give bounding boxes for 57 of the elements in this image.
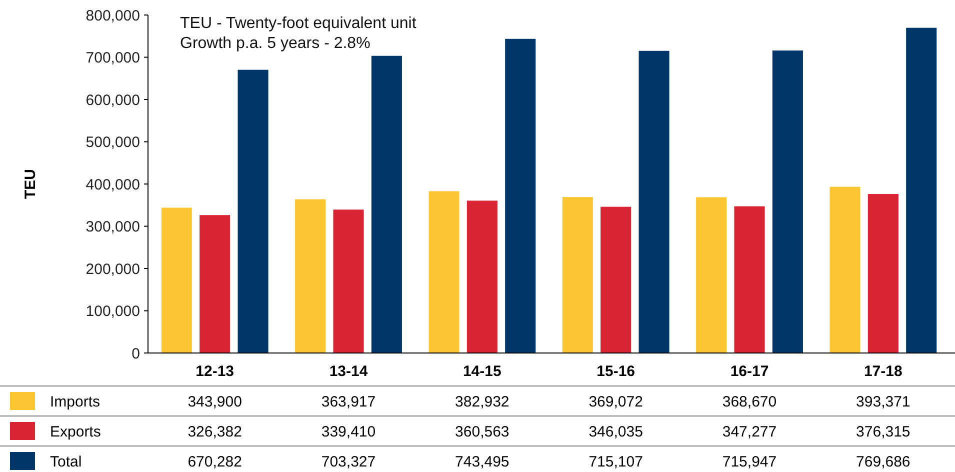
y-tick-label: 500,000 bbox=[86, 134, 140, 151]
data-label: 393,371 bbox=[856, 393, 910, 410]
bar bbox=[371, 56, 402, 353]
bar bbox=[562, 197, 593, 353]
y-tick-label: 700,000 bbox=[86, 50, 140, 66]
bar bbox=[696, 197, 727, 353]
bar bbox=[906, 28, 937, 353]
legend-label: Imports bbox=[50, 393, 100, 410]
x-tick-label: 12-13 bbox=[196, 363, 234, 380]
data-label: 743,495 bbox=[455, 453, 510, 470]
bar bbox=[428, 191, 460, 353]
x-tick-label: 14-15 bbox=[462, 363, 502, 380]
bar bbox=[200, 215, 230, 353]
data-label: 360,563 bbox=[455, 423, 510, 440]
data-label: 369,072 bbox=[588, 393, 643, 410]
legend-label: Total bbox=[50, 453, 82, 470]
y-tick-label: 0 bbox=[132, 345, 140, 362]
data-label: 703,327 bbox=[321, 453, 376, 470]
bar bbox=[238, 70, 268, 353]
y-tick-label: 800,000 bbox=[86, 7, 140, 24]
x-tick-label: 15-16 bbox=[596, 363, 636, 380]
bar bbox=[638, 50, 670, 353]
data-label: 346,035 bbox=[588, 423, 643, 440]
bar bbox=[830, 186, 860, 353]
annotation: Growth p.a. 5 years - 2.8% bbox=[180, 35, 370, 52]
data-label: 363,917 bbox=[321, 393, 376, 410]
bar bbox=[600, 206, 632, 353]
y-tick-label: 200,000 bbox=[86, 260, 140, 278]
bar bbox=[295, 199, 326, 353]
y-tick-label: 100,000 bbox=[86, 303, 140, 320]
bar bbox=[161, 208, 192, 353]
data-label: 715,947 bbox=[722, 453, 777, 470]
y-tick-label: 600,000 bbox=[86, 92, 140, 109]
bar bbox=[333, 210, 364, 353]
data-label: 368,670 bbox=[722, 393, 777, 410]
data-label: 326,382 bbox=[188, 423, 242, 440]
x-tick-label: 16-17 bbox=[730, 363, 769, 380]
data-label: 670,282 bbox=[188, 453, 242, 470]
y-tick-label: 400,000 bbox=[86, 176, 140, 194]
data-label: 769,686 bbox=[856, 453, 910, 470]
legend-label: Exports bbox=[50, 423, 101, 440]
data-label: 715,107 bbox=[588, 453, 643, 470]
bar bbox=[505, 38, 536, 353]
x-tick-label: 17-18 bbox=[864, 363, 902, 380]
data-label: 382,932 bbox=[455, 393, 510, 410]
data-label: 347,277 bbox=[722, 423, 777, 440]
bar bbox=[868, 194, 898, 353]
data-label: 343,900 bbox=[188, 393, 242, 410]
bar bbox=[466, 200, 498, 353]
bar bbox=[734, 206, 765, 353]
data-label: 376,315 bbox=[856, 423, 910, 440]
annotation: TEU - Twenty-foot equivalent unit bbox=[180, 15, 417, 32]
y-tick-label: 300,000 bbox=[86, 218, 140, 236]
data-label: 339,410 bbox=[321, 423, 376, 440]
x-tick-label: 13-14 bbox=[329, 363, 368, 380]
y-axis-title: TEU bbox=[22, 169, 39, 199]
bar bbox=[772, 50, 803, 353]
